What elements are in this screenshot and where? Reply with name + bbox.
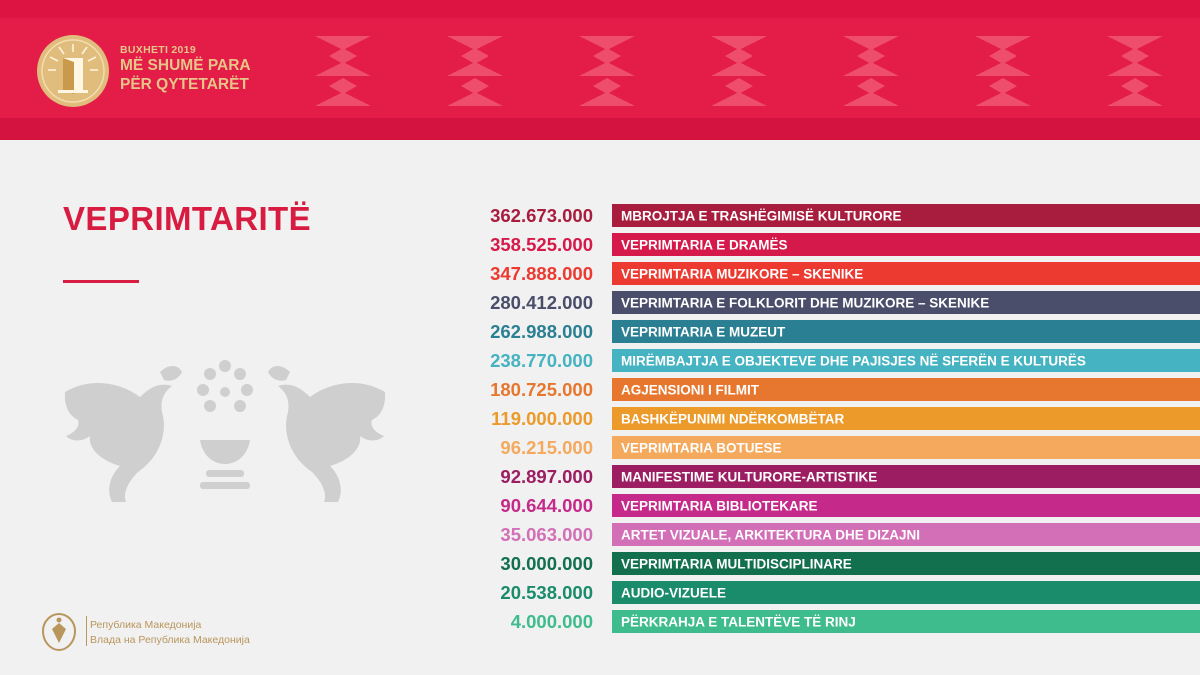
folk-birds-ornament-icon: [64, 360, 386, 502]
bar: [612, 465, 1200, 488]
bar: [612, 436, 1200, 459]
bar-value-label: 347.888.000: [490, 263, 593, 284]
bar: [612, 320, 1200, 343]
bar: [612, 233, 1200, 256]
bar: [612, 523, 1200, 546]
bar-value-label: 362.673.000: [490, 205, 593, 226]
bar: [612, 552, 1200, 575]
bar: [612, 581, 1200, 604]
bar: [612, 291, 1200, 314]
bar: [612, 378, 1200, 401]
category-label: AUDIO-VIZUELE: [621, 586, 726, 601]
bar-value-label: 238.770.000: [490, 350, 593, 371]
brand-slogan-line1: MË SHUMË PARA: [120, 57, 251, 74]
category-label: VEPRIMTARIA MUZIKORE – SKENIKE: [621, 267, 863, 282]
category-label: MBROJTJA E TRASHËGIMISË KULTURORE: [621, 209, 902, 224]
category-label: PËRKRAHJA E TALENTËVE TË RINJ: [621, 615, 856, 630]
category-label: MANIFESTIME KULTURORE-ARTISTIKE: [621, 470, 877, 485]
bar-value-label: 20.538.000: [500, 582, 593, 603]
bar-value-label: 262.988.000: [490, 321, 593, 342]
category-label: VEPRIMTARIA E DRAMËS: [621, 238, 788, 253]
bar-value-label: 90.644.000: [500, 495, 593, 516]
bar-value-label: 96.215.000: [500, 437, 593, 458]
bar: [612, 407, 1200, 430]
footer-line1: Република Македонија: [90, 619, 202, 631]
brand-year: BUXHETI 2019: [120, 44, 196, 56]
bar-value-label: 180.725.000: [490, 379, 593, 400]
bar-value-label: 35.063.000: [500, 524, 593, 545]
category-label: VEPRIMTARIA MULTIDISCIPLINARE: [621, 557, 852, 572]
bar: [612, 494, 1200, 517]
category-label: VEPRIMTARIA BIBLIOTEKARE: [621, 499, 818, 514]
title-underline: [63, 280, 139, 283]
bar: [612, 610, 1200, 633]
bar-value-label: 358.525.000: [490, 234, 593, 255]
header-banner: BUXHETI 2019 MË SHUMË PARA PËR QYTETARËT: [0, 0, 1200, 140]
banner-bottom-stripe: [0, 118, 1200, 140]
category-label: VEPRIMTARIA E MUZEUT: [621, 325, 786, 340]
bar-value-label: 280.412.000: [490, 292, 593, 313]
category-label: AGJENSIONI I FILMIT: [621, 383, 760, 398]
bar: [612, 262, 1200, 285]
brand-slogan-line2: PËR QYTETARËT: [120, 76, 249, 93]
banner-top-stripe: [0, 0, 1200, 18]
bar: [612, 204, 1200, 227]
page-title: VEPRIMTARITË: [63, 200, 312, 237]
bar: [612, 349, 1200, 372]
category-label: MIRËMBAJTJA E OBJEKTEVE DHE PAJISJES NË …: [621, 354, 1086, 369]
brand-block: BUXHETI 2019 MË SHUMË PARA PËR QYTETARËT: [120, 44, 251, 94]
footer-separator: [86, 616, 87, 646]
category-label: BASHKËPUNIMI NDËRKOMBËTAR: [621, 412, 845, 427]
bar-value-label: 92.897.000: [500, 466, 593, 487]
bar-value-label: 4.000.000: [511, 611, 593, 632]
footer-line2: Влада на Република Македонија: [90, 634, 250, 646]
open-door-sunburst-icon: [37, 35, 109, 107]
category-label: VEPRIMTARIA BOTUESE: [621, 441, 782, 456]
bar-value-label: 30.000.000: [500, 553, 593, 574]
coat-of-arms-icon: [41, 612, 77, 652]
footer-institution: Република Македонија Влада на Република …: [90, 618, 250, 648]
category-label: VEPRIMTARIA E FOLKLORIT DHE MUZIKORE – S…: [621, 296, 989, 311]
category-label: ARTET VIZUALE, ARKITEKTURA DHE DIZAJNI: [621, 528, 920, 543]
bar-value-label: 119.000.000: [491, 408, 593, 429]
